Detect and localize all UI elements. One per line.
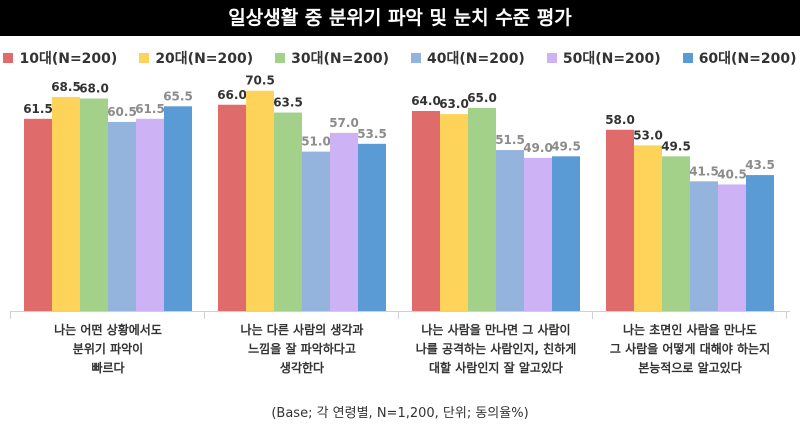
bar bbox=[746, 175, 774, 311]
category-label: 그 사람을 어떻게 대해야 하는지 bbox=[610, 341, 770, 356]
bar bbox=[164, 106, 192, 311]
legend-swatch bbox=[411, 53, 421, 63]
bar bbox=[524, 157, 552, 311]
data-label: 58.0 bbox=[605, 113, 635, 127]
category-label: 느낌을 잘 파악하다고 bbox=[248, 341, 356, 356]
bar bbox=[358, 143, 386, 311]
category-label: 빠르다 bbox=[91, 360, 124, 375]
data-label: 60.5 bbox=[107, 105, 137, 119]
bar bbox=[440, 114, 468, 311]
legend-swatch bbox=[546, 53, 557, 63]
category-label: 생각한다 bbox=[280, 360, 324, 375]
bar bbox=[108, 121, 136, 311]
legend: 10대(N=200) 20대(N=200) 30대(N=200) 40대(N=200)… bbox=[0, 48, 800, 68]
data-label: 51.0 bbox=[301, 135, 331, 149]
data-label: 64.0 bbox=[411, 94, 441, 108]
legend-swatch bbox=[139, 53, 150, 63]
legend-label: 30대(N=200) bbox=[291, 51, 389, 67]
category-label: 나를 공격하는 사람인지, 친하게 bbox=[416, 341, 577, 356]
legend-item: 50대(N=200) bbox=[546, 48, 661, 68]
category-label: 대할 사람인지 잘 알고있다 bbox=[429, 360, 563, 375]
legend-item: 60대(N=200) bbox=[682, 48, 797, 68]
data-label: 63.5 bbox=[273, 96, 303, 110]
bar bbox=[218, 104, 246, 311]
data-label: 41.5 bbox=[689, 164, 719, 178]
legend-label: 20대(N=200) bbox=[155, 51, 254, 67]
category-label: 나는 초면인 사람을 만나도 bbox=[623, 322, 757, 337]
data-label: 49.5 bbox=[551, 139, 581, 153]
bar bbox=[52, 96, 80, 311]
data-label: 57.0 bbox=[329, 116, 359, 130]
legend-item: 30대(N=200) bbox=[275, 48, 389, 68]
data-label: 40.5 bbox=[717, 167, 747, 181]
chart-title: 일상생활 중 분위기 파악 및 눈치 수준 평가 bbox=[0, 0, 800, 36]
legend-label: 50대(N=200) bbox=[562, 51, 661, 67]
bar bbox=[80, 98, 108, 311]
data-label: 51.5 bbox=[495, 133, 525, 147]
bar bbox=[468, 107, 496, 311]
bar bbox=[246, 90, 274, 311]
footnote: (Base; 각 연령별, N=1,200, 단위; 동의율%) bbox=[271, 406, 529, 421]
category-label: 나는 다른 사람의 생각과 bbox=[241, 322, 364, 337]
category-label: 본능적으로 알고있다 bbox=[638, 360, 742, 375]
legend-label: 40대(N=200) bbox=[427, 51, 525, 67]
data-label: 66.0 bbox=[217, 88, 247, 102]
bar bbox=[606, 129, 634, 311]
data-label: 49.5 bbox=[661, 139, 691, 153]
legend-label: 10대(N=200) bbox=[19, 51, 118, 67]
category-label: 나는 어떤 상황에서도 bbox=[54, 322, 162, 337]
data-label: 53.5 bbox=[357, 127, 387, 141]
data-label: 61.5 bbox=[23, 102, 53, 116]
bar bbox=[136, 118, 164, 311]
data-label: 65.5 bbox=[163, 89, 193, 103]
bar bbox=[718, 184, 746, 311]
bar bbox=[634, 145, 662, 311]
bar bbox=[662, 156, 690, 311]
legend-swatch bbox=[275, 53, 286, 63]
bar bbox=[552, 156, 580, 311]
legend-swatch bbox=[3, 53, 14, 63]
bar bbox=[690, 181, 718, 311]
legend-item: 20대(N=200) bbox=[139, 48, 253, 68]
legend-item: 10대(N=200) bbox=[3, 48, 117, 68]
data-label: 70.5 bbox=[245, 74, 275, 88]
bar bbox=[302, 151, 330, 311]
bar bbox=[330, 132, 358, 311]
data-label: 53.0 bbox=[633, 128, 663, 142]
legend-swatch bbox=[682, 53, 693, 63]
data-label: 43.5 bbox=[745, 158, 775, 172]
legend-item: 40대(N=200) bbox=[411, 48, 525, 68]
bar bbox=[412, 111, 440, 311]
data-label: 65.0 bbox=[467, 91, 497, 105]
data-label: 68.5 bbox=[51, 80, 81, 94]
data-label: 49.0 bbox=[523, 141, 553, 155]
data-label: 63.0 bbox=[439, 97, 469, 111]
category-label: 나는 사람을 만나면 그 사람이 bbox=[421, 322, 570, 337]
bar bbox=[274, 112, 302, 311]
bar bbox=[24, 118, 52, 311]
data-label: 61.5 bbox=[135, 102, 165, 116]
legend-label: 60대(N=200) bbox=[698, 51, 797, 67]
category-label: 분위기 파악이 bbox=[73, 341, 143, 356]
data-label: 68.0 bbox=[79, 82, 109, 96]
bar bbox=[496, 150, 524, 311]
